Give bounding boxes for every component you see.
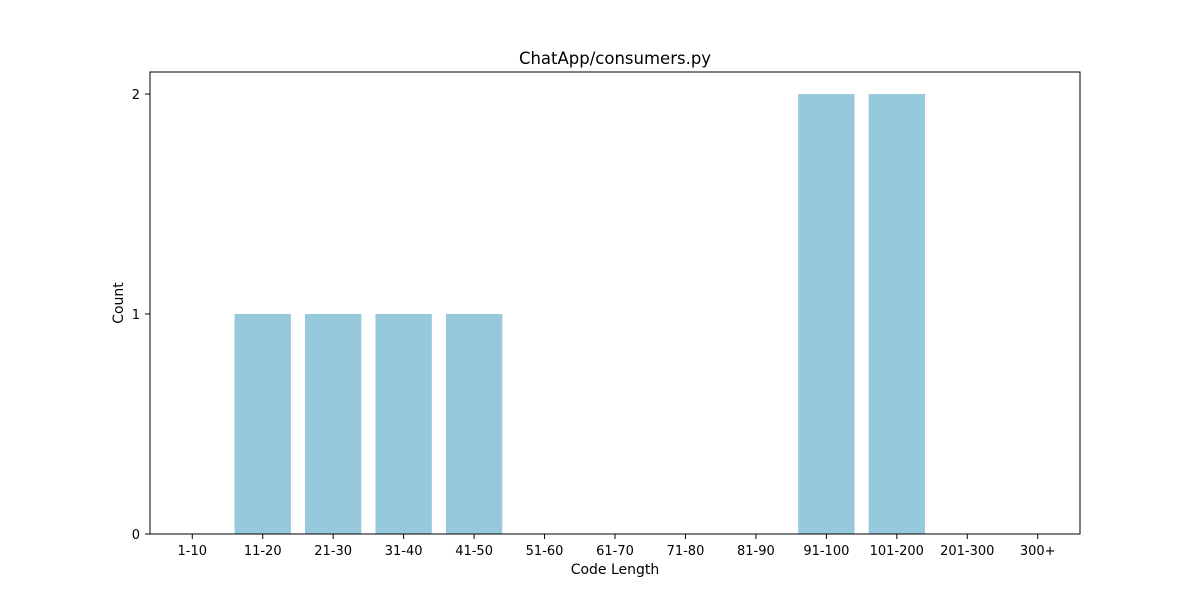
x-axis-label: Code Length bbox=[571, 562, 660, 578]
y-tick-label: 0 bbox=[132, 528, 140, 543]
x-tick-label: 201-300 bbox=[940, 544, 994, 559]
x-tick-label: 11-20 bbox=[244, 544, 282, 559]
y-axis-label: Count bbox=[111, 282, 127, 324]
x-tick-label: 21-30 bbox=[314, 544, 352, 559]
x-tick-label: 91-100 bbox=[803, 544, 849, 559]
x-tick-label: 300+ bbox=[1020, 544, 1056, 559]
x-tick-label: 1-10 bbox=[178, 544, 208, 559]
x-tick-label: 31-40 bbox=[385, 544, 423, 559]
bar-41-50 bbox=[445, 314, 503, 534]
x-tick-label: 81-90 bbox=[737, 544, 775, 559]
y-tick-label: 2 bbox=[132, 88, 140, 103]
x-tick-label: 41-50 bbox=[455, 544, 493, 559]
bar-101-200 bbox=[868, 94, 925, 534]
x-tick-label: 71-80 bbox=[667, 544, 705, 559]
x-axis: 1-10 11-20 21-30 31-40 41-50 51-60 61-70 71-80 8… bbox=[178, 534, 1056, 559]
y-tick-label: 1 bbox=[132, 308, 140, 323]
bar-91-100 bbox=[798, 94, 855, 534]
x-tick-label: 51-60 bbox=[526, 544, 564, 559]
bars-layer bbox=[234, 94, 925, 534]
bar-31-40 bbox=[375, 314, 432, 534]
bar-11-20 bbox=[234, 314, 291, 534]
bar-21-30 bbox=[305, 314, 362, 534]
x-tick-label: 61-70 bbox=[596, 544, 634, 559]
x-tick-label: 101-200 bbox=[870, 544, 924, 559]
chart-title: ChatApp/consumers.py bbox=[519, 49, 711, 68]
y-axis: 0 1 2 bbox=[132, 88, 150, 543]
